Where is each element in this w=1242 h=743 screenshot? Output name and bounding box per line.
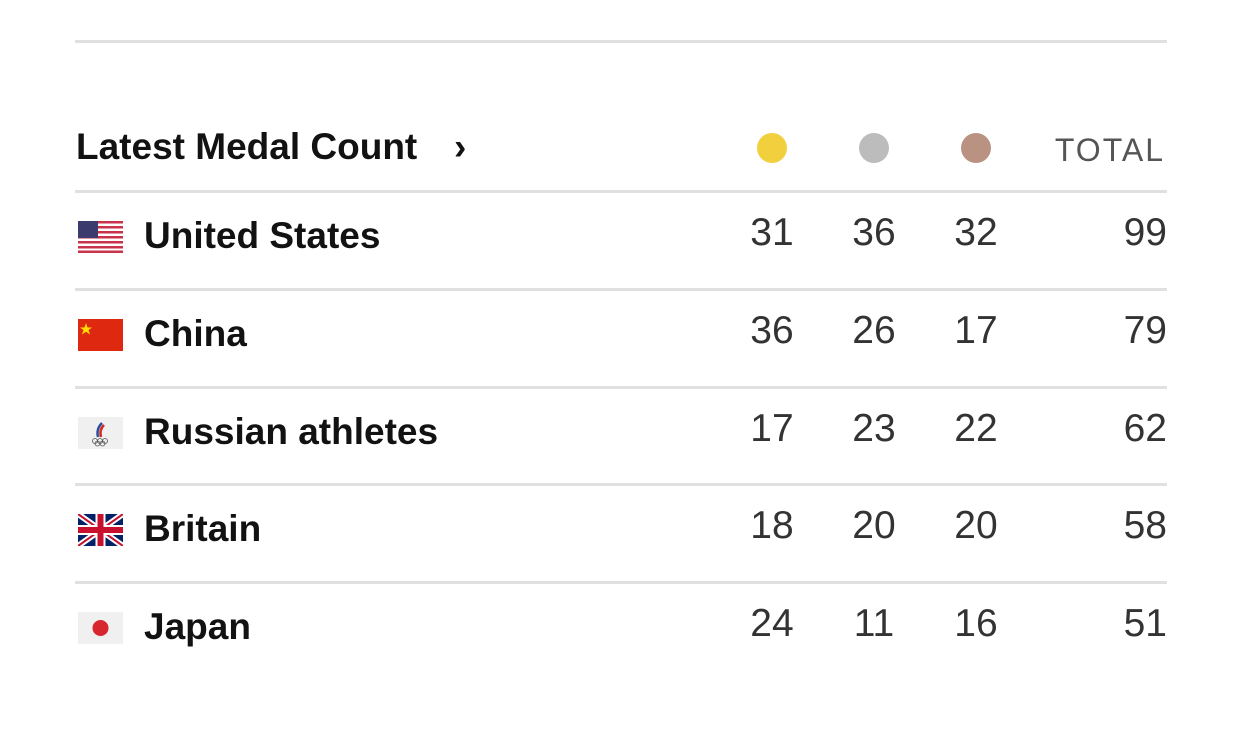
silver-count: 11 — [853, 602, 895, 645]
gold-count: 18 — [750, 504, 794, 548]
bronze-icon — [961, 133, 991, 163]
country-name: United States — [144, 215, 381, 256]
silver-count: 20 — [852, 504, 896, 548]
flag — [78, 221, 123, 253]
silver-count: 23 — [852, 406, 896, 450]
bronze-count: 32 — [954, 211, 998, 254]
country-name: Russian athletes — [144, 410, 439, 452]
gold-count: 24 — [750, 602, 794, 645]
gold-count: 31 — [750, 211, 794, 254]
total-count: 62 — [1123, 406, 1167, 450]
arrow[interactable]: › — [454, 126, 467, 167]
bronze-count: 17 — [954, 308, 998, 352]
silver-count: 36 — [852, 211, 896, 254]
divider — [75, 190, 1167, 193]
silver-icon — [859, 133, 889, 163]
divider — [75, 483, 1167, 487]
flag — [78, 514, 123, 546]
silver-count: 26 — [852, 308, 896, 352]
divider — [75, 385, 1167, 389]
flag — [78, 612, 123, 644]
total-count: 58 — [1123, 504, 1167, 548]
total-count: 79 — [1123, 308, 1167, 352]
bronze-count: 20 — [954, 504, 998, 548]
flag — [78, 417, 123, 449]
flag — [78, 319, 123, 351]
divider — [75, 287, 1167, 291]
bronze-count: 16 — [954, 602, 998, 645]
country-name: Japan — [144, 606, 251, 647]
country-name: Britain — [144, 508, 262, 550]
total-header: TOTAL — [1054, 132, 1165, 168]
gold-count: 17 — [750, 406, 794, 450]
gold-icon — [757, 133, 787, 163]
divider — [75, 40, 1167, 43]
divider — [75, 581, 1167, 584]
total-count: 99 — [1123, 211, 1167, 254]
total-count: 51 — [1123, 602, 1167, 645]
gold-count: 36 — [750, 308, 794, 352]
country-name: China — [144, 312, 247, 354]
title[interactable]: Latest Medal Count — [76, 126, 418, 167]
bronze-count: 22 — [954, 406, 998, 450]
